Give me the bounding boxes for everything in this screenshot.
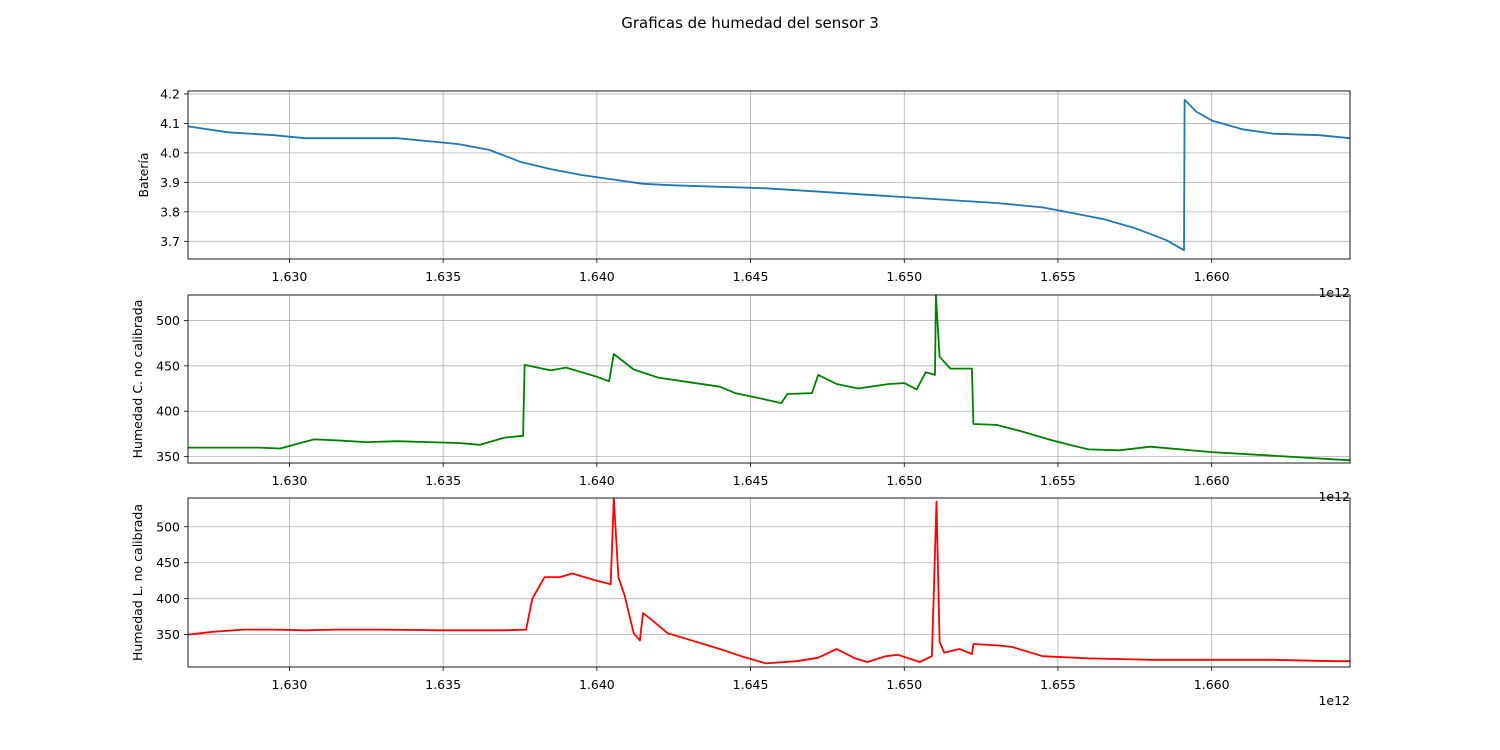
y-tick-label: 400 xyxy=(156,591,180,606)
x-offset-text: 1e12 xyxy=(1318,285,1350,300)
y-tick-label: 3.7 xyxy=(160,234,180,249)
x-tick-label: 1.655 xyxy=(1040,473,1076,488)
x-tick-label: 1.650 xyxy=(886,677,922,692)
x-tick-label: 1.645 xyxy=(733,269,769,284)
axes-frame xyxy=(187,294,1351,464)
subplots: 1.630 1.635 1.640 1.645 1.650 1.655 1.660 3.7 3.… xyxy=(130,86,1351,708)
axes-frame xyxy=(187,90,1351,260)
y-tick-label: 4.2 xyxy=(160,86,180,101)
y-tick-label: 350 xyxy=(156,627,180,642)
x-offset-text: 1e12 xyxy=(1318,489,1350,504)
y-axis-label: Batería xyxy=(136,152,151,197)
x-tick-label: 1.650 xyxy=(886,269,922,284)
figure-title: Graficas de humedad del sensor 3 xyxy=(621,14,879,32)
y-tick-label: 450 xyxy=(156,555,180,570)
subplot-2: 1.630 1.635 1.640 1.645 1.650 1.655 1.660 350 40… xyxy=(130,294,1351,504)
y-tick-label: 4.0 xyxy=(160,145,180,160)
x-tick-label: 1.640 xyxy=(579,677,615,692)
y-tick-label: 500 xyxy=(156,313,180,328)
y-tick-label: 500 xyxy=(156,519,180,534)
x-tick-label: 1.660 xyxy=(1194,473,1230,488)
y-tick-label: 3.9 xyxy=(160,175,180,190)
y-tick-label: 350 xyxy=(156,449,180,464)
x-tick-label: 1.655 xyxy=(1040,677,1076,692)
x-tick-label: 1.630 xyxy=(272,677,308,692)
x-tick-label: 1.635 xyxy=(425,473,461,488)
x-tick-label: 1.645 xyxy=(733,677,769,692)
axes-frame xyxy=(187,497,1351,668)
x-tick-label: 1.655 xyxy=(1040,269,1076,284)
x-tick-label: 1.630 xyxy=(272,473,308,488)
y-tick-label: 450 xyxy=(156,358,180,373)
y-axis-label: Humedad L. no calibrada xyxy=(130,504,145,661)
x-tick-label: 1.645 xyxy=(733,473,769,488)
y-tick-label: 4.1 xyxy=(160,116,180,131)
x-tick-label: 1.640 xyxy=(579,269,615,284)
x-tick-label: 1.660 xyxy=(1194,677,1230,692)
y-tick-label: 3.8 xyxy=(160,204,180,219)
series-line-1 xyxy=(188,295,1350,462)
x-tick-label: 1.650 xyxy=(886,473,922,488)
series-line-1 xyxy=(188,98,1350,252)
y-tick-label: 400 xyxy=(156,404,180,419)
x-offset-text: 1e12 xyxy=(1318,693,1350,708)
x-tick-label: 1.635 xyxy=(425,269,461,284)
series-line-1 xyxy=(188,498,1350,665)
x-tick-label: 1.635 xyxy=(425,677,461,692)
x-tick-label: 1.660 xyxy=(1194,269,1230,284)
subplot-3: 1.630 1.635 1.640 1.645 1.650 1.655 1.660 350 40… xyxy=(130,497,1351,708)
x-tick-label: 1.640 xyxy=(579,473,615,488)
subplot-1: 1.630 1.635 1.640 1.645 1.650 1.655 1.660 3.7 3.… xyxy=(136,86,1351,300)
x-tick-label: 1.630 xyxy=(272,269,308,284)
y-axis-label: Humedad C. no calibrada xyxy=(130,300,145,459)
